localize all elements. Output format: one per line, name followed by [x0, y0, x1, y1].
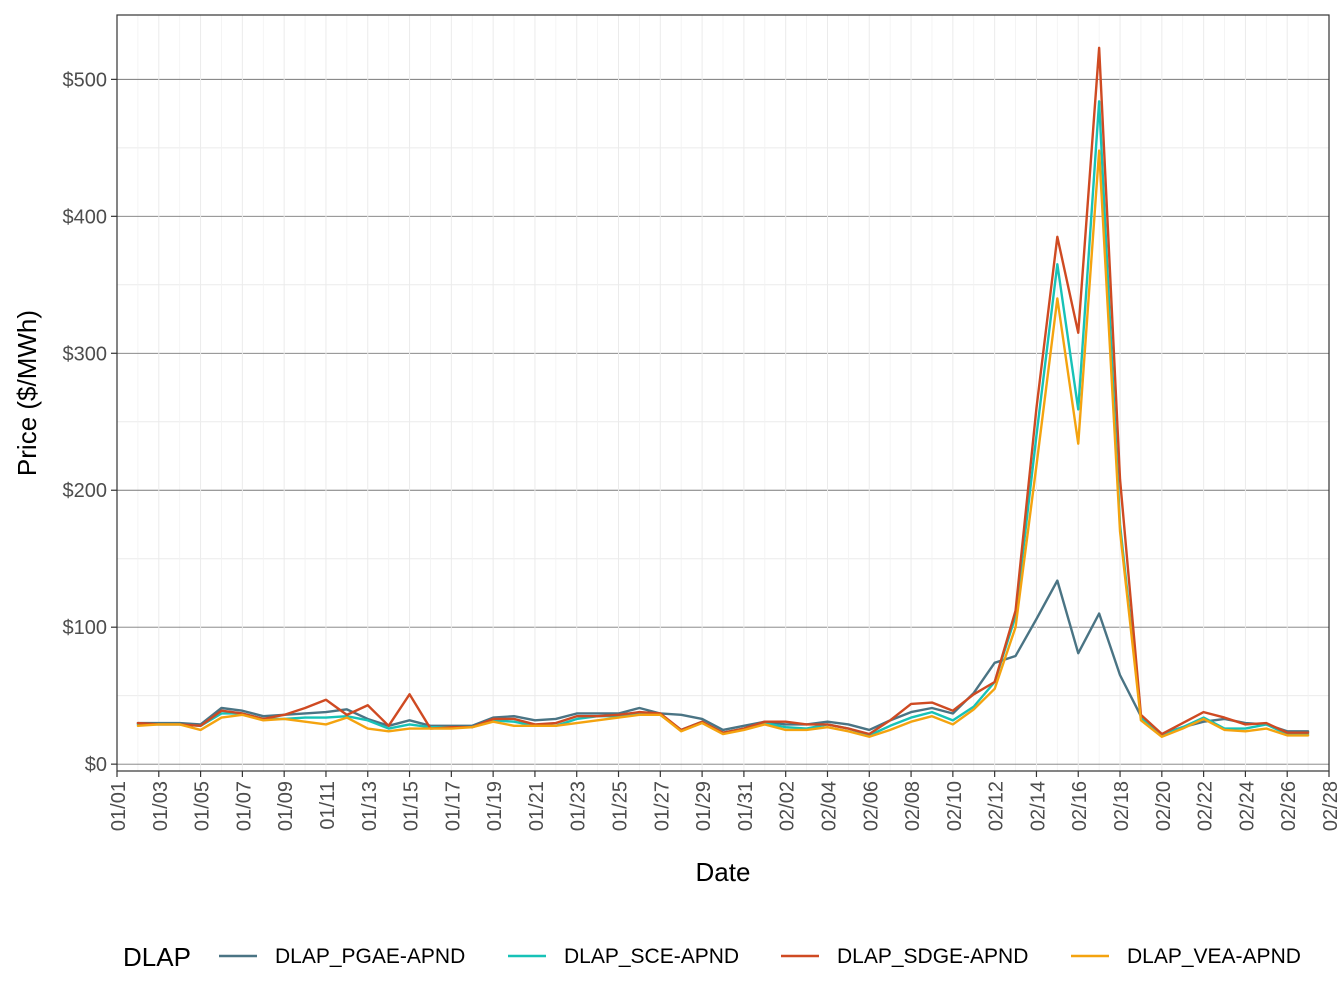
x-tick-label: 01/19: [484, 781, 506, 831]
x-tick-label: 01/01: [108, 781, 130, 831]
legend-item: DLAP_SCE-APND: [508, 945, 739, 968]
series-line-DLAP_VEA-APND: [136, 149, 1310, 738]
legend-item: DLAP_VEA-APND: [1071, 945, 1301, 968]
plot-panel-border: [116, 14, 1330, 772]
x-tick-label: 02/06: [860, 781, 882, 831]
x-tick-label: 02/26: [1278, 781, 1300, 831]
legend-items: DLAP_PGAE-APND DLAP_SCE-APND DLAP_SDGE-APN…: [219, 945, 1301, 968]
y-axis: $0 $100 $200 $300 $400 $500: [63, 69, 117, 776]
minor-gridlines: [117, 15, 1329, 771]
x-tick-label: 01/05: [192, 781, 214, 831]
series-lines: [136, 46, 1310, 738]
x-tick-label: 01/15: [401, 781, 423, 831]
x-tick-label: 01/07: [233, 781, 255, 831]
legend-item: DLAP_PGAE-APND: [219, 945, 465, 968]
x-tick-label: 01/09: [275, 781, 297, 831]
x-tick-label: 02/16: [1069, 781, 1091, 831]
x-tick-label: 02/24: [1236, 781, 1258, 831]
y-tick-label: $200: [63, 480, 108, 502]
major-gridlines: [116, 15, 1330, 771]
legend-label: DLAP_VEA-APND: [1127, 945, 1301, 968]
x-tick-label: 02/04: [818, 781, 840, 831]
x-tick-label: 02/18: [1111, 781, 1133, 831]
y-tick-label: $400: [63, 206, 108, 228]
x-tick-label: 01/13: [359, 781, 381, 831]
x-tick-label: 01/17: [442, 781, 464, 831]
y-tick-label: $100: [63, 617, 108, 639]
x-tick-label: 01/21: [526, 781, 548, 831]
x-tick-label: 01/03: [150, 781, 172, 831]
series-line-DLAP_PGAE-APND: [136, 579, 1310, 736]
x-tick-label: 02/22: [1195, 781, 1217, 831]
y-tick-label: $0: [85, 754, 107, 776]
legend: DLAP DLAP_PGAE-APND DLAP_SCE-APND DLAP_SDG…: [123, 942, 1301, 972]
x-tick-label: 01/29: [693, 781, 715, 831]
legend-label: DLAP_PGAE-APND: [275, 945, 465, 968]
legend-item: DLAP_SDGE-APND: [781, 945, 1028, 968]
x-tick-label: 01/11: [317, 781, 339, 830]
x-tick-label: 02/08: [902, 781, 924, 831]
series-line-DLAP_SDGE-APND: [136, 46, 1310, 736]
x-axis-title: Date: [696, 857, 751, 887]
x-tick-label: 01/23: [568, 781, 590, 831]
x-tick-label: 02/20: [1153, 781, 1175, 831]
legend-title: DLAP: [123, 942, 191, 972]
x-tick-label: 01/31: [735, 781, 757, 831]
x-tick-label: 02/02: [777, 781, 799, 831]
y-axis-title: Price ($/MWh): [12, 310, 42, 476]
x-tick-label: 02/28: [1320, 781, 1342, 831]
y-tick-label: $500: [63, 69, 108, 91]
legend-label: DLAP_SCE-APND: [564, 945, 739, 968]
x-tick-label: 02/10: [944, 781, 966, 831]
x-tick-label: 02/14: [1027, 781, 1049, 831]
legend-label: DLAP_SDGE-APND: [837, 945, 1028, 968]
x-tick-label: 01/25: [610, 781, 632, 831]
x-tick-label: 02/12: [986, 781, 1008, 831]
y-tick-label: $300: [63, 343, 108, 365]
x-axis: 01/01 01/03 01/05 01/07 01/09 01/11 01/13 01/15…: [108, 771, 1342, 831]
x-tick-label: 01/27: [651, 781, 673, 831]
